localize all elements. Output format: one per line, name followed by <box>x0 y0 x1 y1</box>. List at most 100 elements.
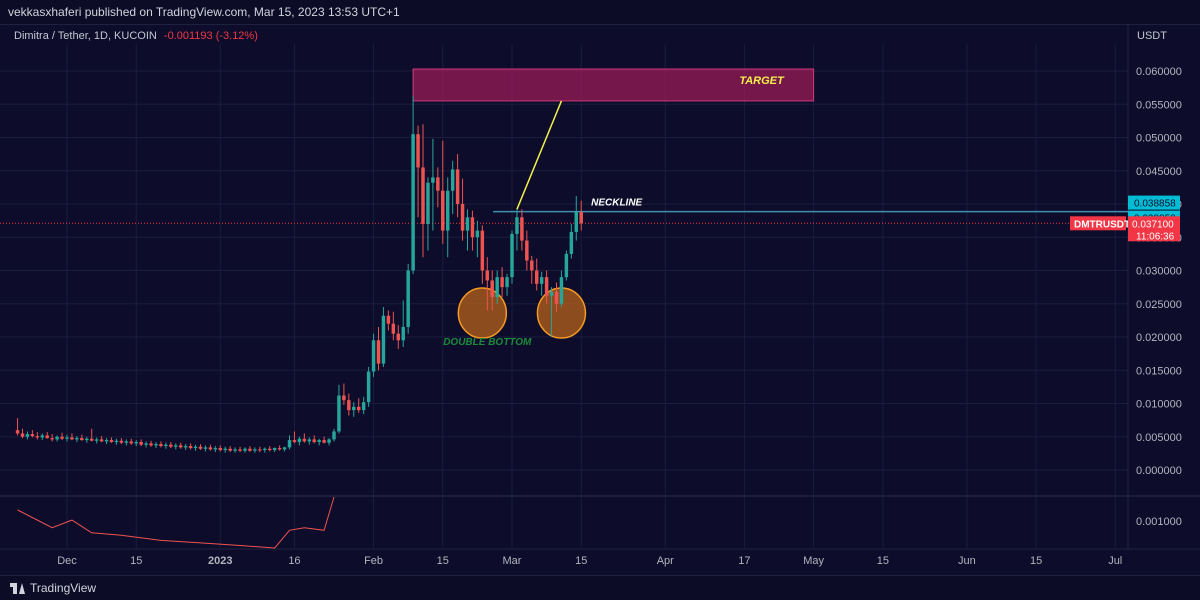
candle-body <box>386 315 391 324</box>
candle-body <box>164 444 168 447</box>
candle-body <box>406 270 410 328</box>
candle-body <box>574 211 579 232</box>
candle-body <box>178 445 183 448</box>
candle-body <box>30 434 35 437</box>
x-axis-tick-label: 2023 <box>208 555 232 567</box>
candle-body <box>520 217 524 241</box>
candle-body <box>361 402 366 411</box>
candle-body <box>411 134 415 271</box>
candle-body <box>401 327 405 341</box>
x-axis-tick-label: Dec <box>57 555 77 567</box>
candle-body <box>144 443 148 445</box>
candle-body <box>213 448 218 450</box>
candle-body <box>159 444 163 447</box>
candle-body <box>505 277 509 288</box>
double-bottom-circle <box>457 287 508 339</box>
ticker-badge-text: DMTRUSDT <box>1074 219 1130 230</box>
candle-body <box>223 448 227 451</box>
candle-body <box>50 438 54 440</box>
candle-body <box>193 446 198 449</box>
candle-body <box>267 448 272 451</box>
x-axis-tick-label: 15 <box>1030 555 1042 567</box>
y-axis-tick-label: 0.005000 <box>1136 432 1182 444</box>
candle-body <box>70 437 74 440</box>
candle-body <box>85 438 89 441</box>
y-axis-tick-label: 0.030000 <box>1136 266 1182 278</box>
candle-body <box>421 167 425 224</box>
x-axis-tick-label: 15 <box>130 555 142 567</box>
candle-body <box>416 134 420 168</box>
x-axis-tick-label: 15 <box>877 555 889 567</box>
x-axis-tick-label: May <box>803 555 824 567</box>
indicator-axis-tick-label: 0.001000 <box>1136 516 1182 528</box>
candle-body <box>426 182 430 224</box>
countdown-badge-text: 11:06:36 <box>1136 231 1175 242</box>
candle-body <box>337 395 341 432</box>
candle-body <box>530 260 534 271</box>
candle-body <box>436 177 440 191</box>
candle-body <box>445 190 450 231</box>
candle-body <box>272 448 277 451</box>
candle-body <box>174 445 178 447</box>
y-axis-tick-label: 0.015000 <box>1136 365 1182 377</box>
candle-body <box>55 436 59 440</box>
current-price-badge-text: 0.037100 <box>1132 219 1174 230</box>
candle-body <box>322 440 326 443</box>
candle-body <box>94 439 99 441</box>
y-axis-tick-label: 0.060000 <box>1136 66 1182 78</box>
candle-body <box>15 430 20 434</box>
neckline-price-badge <box>1128 195 1180 210</box>
x-axis-tick-label: Jun <box>958 555 976 567</box>
candle-body <box>263 448 267 451</box>
target-label: TARGET <box>739 75 785 87</box>
candle-body <box>391 323 396 334</box>
x-axis-tick-label: Jul <box>1108 555 1122 567</box>
candle-body <box>564 253 569 278</box>
candle-body <box>515 217 519 234</box>
candle-body <box>490 280 494 298</box>
symbol-name[interactable]: Dimitra / Tether, 1D, KUCOIN <box>14 30 157 42</box>
candle-body <box>35 436 40 438</box>
candle-body <box>475 230 480 238</box>
tradingview-brand[interactable]: TradingView <box>10 581 96 595</box>
candle-body <box>480 230 485 271</box>
candle-body <box>80 438 84 441</box>
candle-body <box>277 448 282 450</box>
price-change: -0.001193 (-3.12%) <box>163 30 258 42</box>
indicator-line <box>17 496 335 549</box>
candle-body <box>352 406 356 411</box>
y-axis-tick-label: 0.055000 <box>1136 99 1182 111</box>
candle-body <box>228 448 232 451</box>
x-axis-tick-label: Apr <box>657 555 674 567</box>
double-bottom-label: DOUBLE BOTTOM <box>443 337 532 348</box>
candle-body <box>534 270 539 284</box>
candle-body <box>297 438 302 443</box>
candle-body <box>381 315 386 364</box>
candle-body <box>203 447 208 449</box>
candle-body <box>99 439 104 442</box>
y-axis-tick-label: 0.000000 <box>1136 465 1182 477</box>
candle-body <box>287 440 292 448</box>
candle-body <box>544 277 549 296</box>
candle-body <box>441 190 445 231</box>
candle-body <box>149 443 153 446</box>
candle-body <box>89 438 94 441</box>
candle-body <box>342 395 346 401</box>
x-axis-tick-label: 15 <box>575 555 587 567</box>
candle-body <box>396 333 401 341</box>
candle-body <box>500 277 504 288</box>
tradingview-logo-icon <box>10 582 26 594</box>
candle-body <box>347 400 351 411</box>
candle-body <box>154 444 158 446</box>
candle-body <box>431 177 435 183</box>
candle-body <box>495 277 499 298</box>
candle-body <box>525 240 529 261</box>
candle-body <box>253 449 257 451</box>
candle-body <box>332 431 336 440</box>
candle-body <box>282 447 287 450</box>
candle-body <box>327 439 331 443</box>
candle-body <box>45 435 49 439</box>
candle-body <box>109 440 114 443</box>
